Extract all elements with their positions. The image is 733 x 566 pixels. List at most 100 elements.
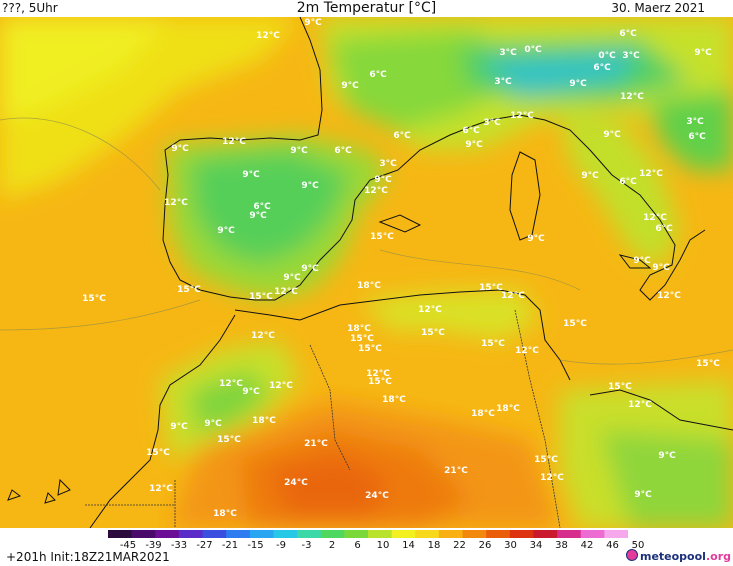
temperature-label: 15°C xyxy=(608,382,632,392)
temperature-label: 9°C xyxy=(217,226,235,236)
colorbar-segment xyxy=(320,530,345,538)
temperature-label: 15°C xyxy=(368,377,392,387)
temperature-label: 0°C xyxy=(598,51,616,61)
temperature-label: 3°C xyxy=(622,51,640,61)
colorbar-segment xyxy=(273,530,298,538)
temperature-label: 9°C xyxy=(341,81,359,91)
colorbar-tick-label: -15 xyxy=(247,540,264,551)
colorbar-tick-label: -9 xyxy=(276,540,286,551)
colorbar-tick-label: -21 xyxy=(221,540,239,551)
temperature-label: 6°C xyxy=(369,70,387,80)
colorbar-segment xyxy=(391,530,416,538)
colorbar-tick-label: 10 xyxy=(376,540,390,551)
temperature-label: 6°C xyxy=(334,146,352,156)
temperature-label: 12°C xyxy=(657,291,681,301)
temperature-label: 9°C xyxy=(569,79,587,89)
temperature-label: 9°C xyxy=(374,175,392,185)
temperature-label: 18°C xyxy=(347,324,371,334)
temperature-label: 18°C xyxy=(382,395,406,405)
temperature-label: 18°C xyxy=(252,416,276,426)
colorbar-ticks: -45 -39 -33 -27 -21 -15 -9 -3 2 6 10 14 18 22 26 30 34 38… xyxy=(95,540,645,554)
colorbar-segment xyxy=(509,530,535,538)
temperature-label: 12°C xyxy=(418,305,442,315)
temperature-label: 9°C xyxy=(634,490,652,500)
temperature-label: 15°C xyxy=(479,283,503,293)
colorbar-tick-label: 42 xyxy=(580,540,594,551)
temperature-label: 3°C xyxy=(494,77,512,87)
temperature-label: 15°C xyxy=(350,334,374,344)
colorbar-tick-label: -3 xyxy=(301,540,312,551)
init-time-label: +201h Init:18Z21MAR2021 xyxy=(6,550,170,564)
temperature-label: 9°C xyxy=(652,263,670,273)
colorbar-segment xyxy=(462,530,487,538)
colorbar-segment xyxy=(226,530,251,538)
colorbar-segment xyxy=(155,530,180,538)
temperature-label: 12°C xyxy=(515,346,539,356)
colorbar-tick-label: 38 xyxy=(555,540,568,551)
temperature-label: 21°C xyxy=(444,466,468,476)
colorbar-tick-label: 6 xyxy=(354,540,361,551)
temperature-label: 3°C xyxy=(379,159,397,169)
colorbar-tick-label: -27 xyxy=(196,540,213,551)
temperature-label: 15°C xyxy=(563,319,587,329)
temperature-label: 9°C xyxy=(694,48,712,58)
colorbar-segment xyxy=(580,530,605,538)
temperature-label: 6°C xyxy=(619,177,637,187)
temperature-label: 12°C xyxy=(222,137,246,147)
temperature-label: 6°C xyxy=(462,126,480,136)
temperature-label: 24°C xyxy=(284,478,308,488)
temperature-label: 15°C xyxy=(358,344,382,354)
colorbar-segment xyxy=(486,530,511,538)
colorbar-segment xyxy=(344,530,369,538)
temperature-label: 15°C xyxy=(82,294,106,304)
temperature-label: 3°C xyxy=(499,48,517,58)
temperature-label: 9°C xyxy=(658,451,676,461)
logo-icon xyxy=(625,549,638,561)
temperature-label: 24°C xyxy=(365,491,389,501)
colorbar-segment xyxy=(131,530,156,538)
forecast-time-label: ???, 5Uhr xyxy=(2,1,58,15)
temperature-label: 12°C xyxy=(510,111,534,121)
temperature-label: 6°C xyxy=(688,132,706,142)
colorbar-segment xyxy=(604,530,628,538)
temperature-label: 15°C xyxy=(217,435,241,445)
temperature-label: 12°C xyxy=(149,484,173,494)
colorbar-segment xyxy=(202,530,227,538)
temperature-label: 18°C xyxy=(471,409,495,419)
colorbar-tick-label: 18 xyxy=(427,540,441,551)
logo-tld: .org xyxy=(705,550,731,563)
temperature-map: 12°C9°C9°C6°C3°C 0°C6°C0°C 3°C 9°C6°C3°C 9°C… xyxy=(0,17,733,528)
temperature-label: 21°C xyxy=(304,439,328,449)
temperature-label: 18°C xyxy=(496,404,520,414)
colorbar-tick-label: -33 xyxy=(170,540,188,551)
colorbar-tick-label: 14 xyxy=(402,540,415,551)
colorbar-tick-label: 2 xyxy=(328,540,336,551)
colorbar-tick-label: 50 xyxy=(631,540,645,551)
colorbar-tick-label: 26 xyxy=(478,540,492,551)
colorbar-tick-label: -39 xyxy=(145,540,162,551)
temperature-label: 15°C xyxy=(146,448,170,458)
colorbar-tick-label: 34 xyxy=(529,540,543,551)
colorbar-segment xyxy=(178,530,204,538)
temperature-label: 9°C xyxy=(301,181,319,191)
temperature-label: 12°C xyxy=(364,186,388,196)
temperature-label: 12°C xyxy=(620,92,644,102)
colorbar-segment xyxy=(368,530,393,538)
colorbar-segment xyxy=(533,530,558,538)
temperature-label: 15°C xyxy=(421,328,445,338)
temperature-label: 9°C xyxy=(304,18,322,28)
temperature-label: 6°C xyxy=(655,224,673,234)
temperature-label: 6°C xyxy=(393,131,411,141)
colorbar-segment xyxy=(108,530,133,538)
colorbar-tick-label: -45 xyxy=(119,540,137,551)
temperature-label: 9°C xyxy=(581,171,599,181)
colorbar-segment xyxy=(249,530,275,538)
temperature-label: 6°C xyxy=(253,202,271,212)
map-date: 30. Maerz 2021 xyxy=(611,1,705,15)
temperature-label: 6°C xyxy=(619,29,637,39)
temperature-label: 15°C xyxy=(370,232,394,242)
temperature-label: 12°C xyxy=(251,331,275,341)
temperature-label: 15°C xyxy=(534,455,558,465)
temperature-label: 9°C xyxy=(283,273,301,283)
temperature-label: 9°C xyxy=(242,387,260,397)
